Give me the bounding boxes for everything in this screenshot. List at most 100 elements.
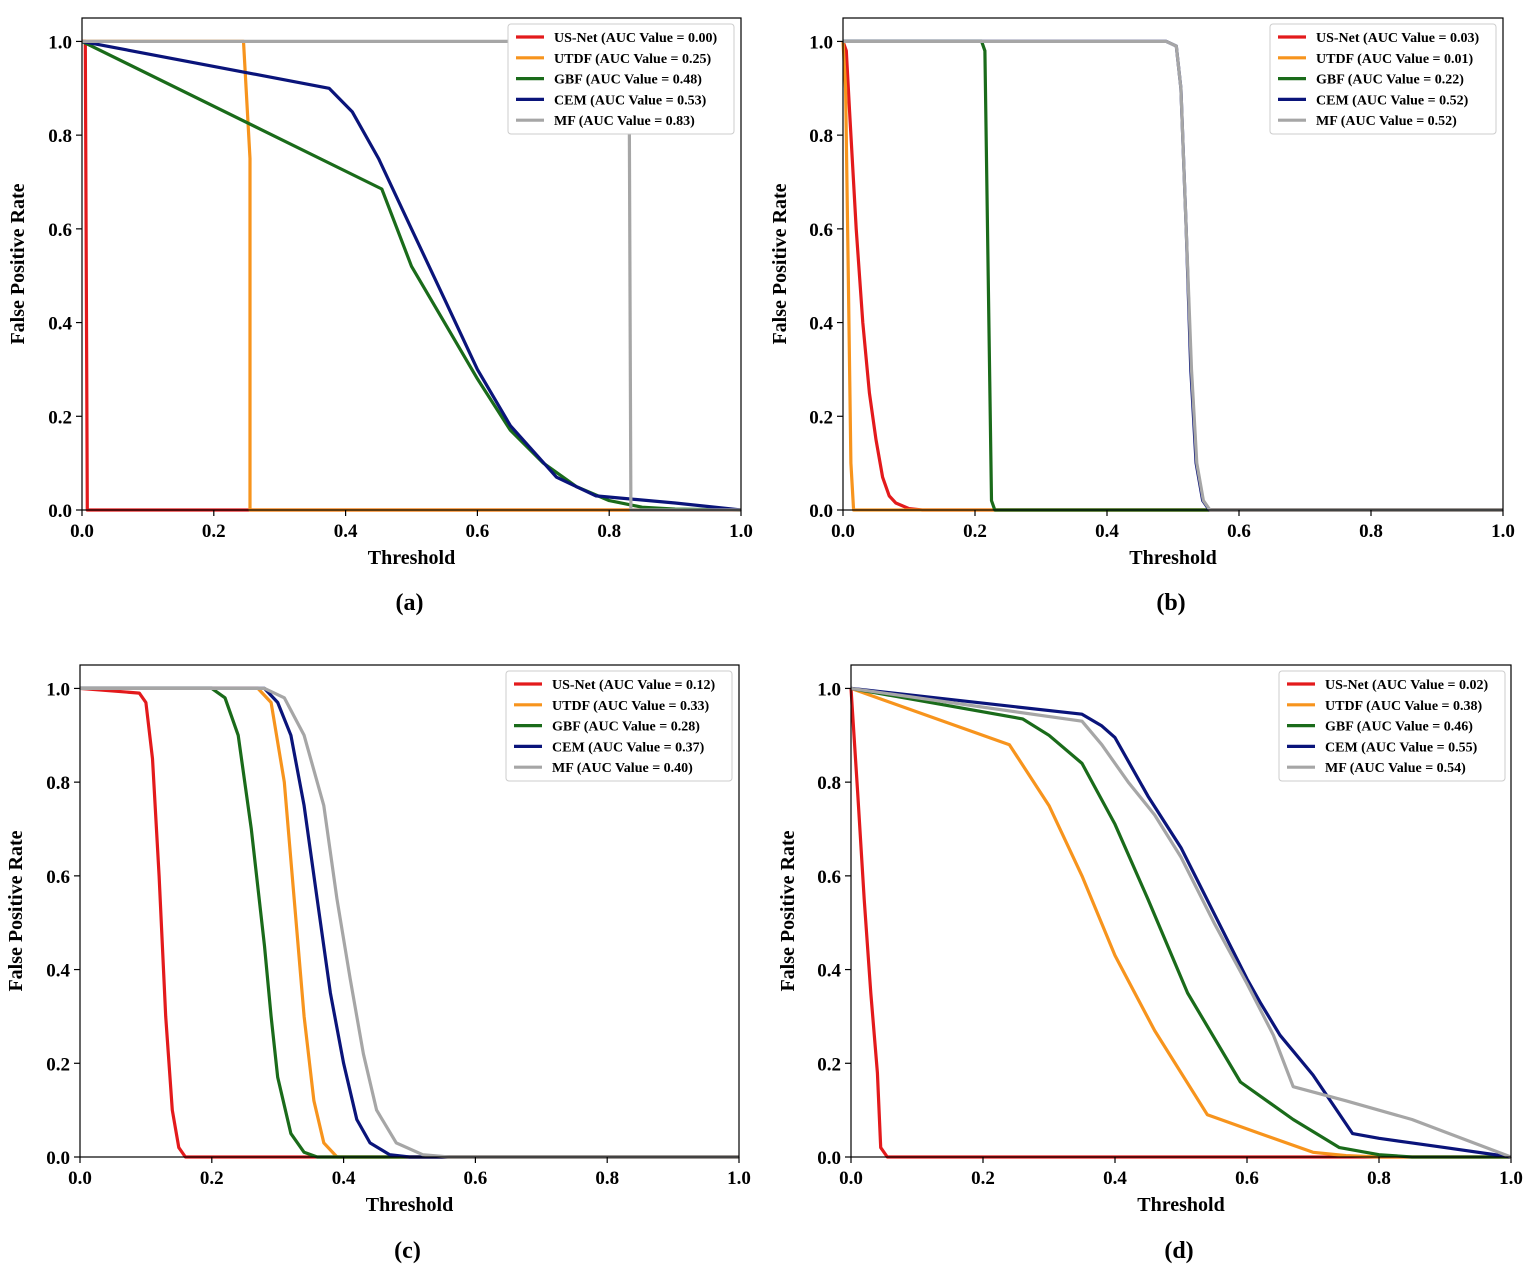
y-tick-label: 1.0 xyxy=(809,32,833,53)
x-tick-label: 0.0 xyxy=(831,521,855,542)
panel-caption: (b) xyxy=(1156,590,1185,616)
legend-entry: MF (AUC Value = 0.52) xyxy=(1316,114,1457,129)
y-tick-label: 1.0 xyxy=(817,679,841,700)
legend-entry: UTDF (AUC Value = 0.01) xyxy=(1316,52,1474,67)
x-tick-label: 0.0 xyxy=(68,1168,92,1189)
y-tick-label: 0.2 xyxy=(809,407,833,428)
x-tick-label: 0.0 xyxy=(839,1168,863,1189)
x-tick-label: 1.0 xyxy=(727,1168,751,1189)
y-tick-label: 0.8 xyxy=(809,126,833,147)
x-tick-label: 1.0 xyxy=(729,521,753,542)
legend-entry: GBF (AUC Value = 0.48) xyxy=(554,73,702,88)
series-line-0 xyxy=(849,688,1511,1159)
y-tick-label: 0.4 xyxy=(809,314,833,335)
legend-entry: UTDF (AUC Value = 0.38) xyxy=(1325,699,1483,714)
y-tick-label: 0.8 xyxy=(817,773,841,794)
series-line-1 xyxy=(850,686,1511,1159)
x-tick-label: 0.4 xyxy=(332,1168,356,1189)
axes-frame xyxy=(81,17,742,511)
chart-panel-c: 0.0 0.2 0.4 0.6 0.8 1.0 0.0 0.2 0.4 0.6 0.8 1.0 Thre… xyxy=(5,664,751,1264)
x-tick-label: 0.4 xyxy=(1103,1168,1127,1189)
legend: US-Net (AUC Value = 0.00) UTDF (AUC Value… xyxy=(507,23,735,135)
y-tick-label: 0.2 xyxy=(46,1054,70,1075)
axes-frame xyxy=(842,17,1504,511)
chart-panel-a: 0.0 0.2 0.4 0.6 0.8 1.0 0.0 0.2 0.4 0.6 0.8 1.0 Thre… xyxy=(7,17,753,616)
y-tick-label: 1.0 xyxy=(46,679,70,700)
legend-entry: MF (AUC Value = 0.54) xyxy=(1325,761,1466,776)
x-tick-label: 0.2 xyxy=(963,521,987,542)
x-tick-label: 0.2 xyxy=(200,1168,224,1189)
chart-panel-b: 0.0 0.2 0.4 0.6 0.8 1.0 0.0 0.2 0.4 0.6 0.8 1.0 Thre… xyxy=(769,17,1515,616)
x-tick-label: 0.6 xyxy=(466,521,490,542)
series-line-4 xyxy=(80,686,739,1159)
series-line-3 xyxy=(850,686,1512,1159)
y-tick-label: 0.4 xyxy=(817,961,841,982)
legend-entry: US-Net (AUC Value = 0.12) xyxy=(552,678,715,693)
y-tick-label: 0.0 xyxy=(817,1148,841,1169)
x-tick-label: 0.8 xyxy=(1367,1168,1391,1189)
y-axis-label: False Positive Rate xyxy=(777,830,799,991)
axes-frame xyxy=(850,664,1512,1158)
y-tick-label: 0.2 xyxy=(817,1054,841,1075)
panel-caption: (d) xyxy=(1164,1238,1193,1264)
series-line-4 xyxy=(850,686,1512,1159)
legend-entry: CEM (AUC Value = 0.55) xyxy=(1325,740,1478,755)
y-tick-label: 0.6 xyxy=(46,867,70,888)
chart-panel-d: 0.0 0.2 0.4 0.6 0.8 1.0 0.0 0.2 0.4 0.6 0.8 1.0 Thre… xyxy=(777,664,1523,1264)
legend: US-Net (AUC Value = 0.12) UTDF (AUC Value… xyxy=(505,670,733,782)
x-tick-label: 0.4 xyxy=(1095,521,1119,542)
y-tick-label: 0.6 xyxy=(48,220,72,241)
x-axis-label: Threshold xyxy=(1129,547,1216,569)
x-tick-label: 0.6 xyxy=(1235,1168,1259,1189)
legend-entry: US-Net (AUC Value = 0.03) xyxy=(1316,31,1479,46)
y-tick-label: 0.2 xyxy=(48,407,72,428)
legend-entry: CEM (AUC Value = 0.37) xyxy=(552,740,705,755)
legend-entry: CEM (AUC Value = 0.52) xyxy=(1316,93,1469,108)
series-line-1 xyxy=(80,686,739,1159)
x-tick-label: 0.2 xyxy=(971,1168,995,1189)
y-tick-label: 0.4 xyxy=(46,961,70,982)
x-tick-label: 0.0 xyxy=(70,521,94,542)
legend-entry: GBF (AUC Value = 0.46) xyxy=(1325,720,1473,735)
x-tick-label: 0.8 xyxy=(1359,521,1383,542)
y-tick-label: 0.6 xyxy=(809,220,833,241)
legend-entry: GBF (AUC Value = 0.28) xyxy=(552,720,700,735)
y-axis-label: False Positive Rate xyxy=(5,830,27,991)
legend: US-Net (AUC Value = 0.02) UTDF (AUC Value… xyxy=(1278,670,1506,782)
legend-entry: CEM (AUC Value = 0.53) xyxy=(554,93,707,108)
series-line-0 xyxy=(79,686,739,1159)
legend-box xyxy=(507,23,735,135)
legend-box xyxy=(1278,670,1506,782)
legend-entry: GBF (AUC Value = 0.22) xyxy=(1316,73,1464,88)
legend: US-Net (AUC Value = 0.03) UTDF (AUC Value… xyxy=(1269,23,1497,135)
series-line-4 xyxy=(843,39,1503,512)
x-tick-label: 0.2 xyxy=(202,521,226,542)
legend-entry: UTDF (AUC Value = 0.25) xyxy=(554,52,712,67)
x-tick-label: 1.0 xyxy=(1491,521,1515,542)
legend-box xyxy=(505,670,733,782)
x-axis-label: Threshold xyxy=(368,547,455,569)
y-tick-label: 1.0 xyxy=(48,32,72,53)
y-axis-label: False Positive Rate xyxy=(7,183,29,344)
legend-entry: US-Net (AUC Value = 0.02) xyxy=(1325,678,1488,693)
series-line-2 xyxy=(81,39,742,512)
y-tick-label: 0.8 xyxy=(48,126,72,147)
panel-caption: (c) xyxy=(394,1238,421,1264)
y-tick-label: 0.6 xyxy=(817,867,841,888)
x-axis-label: Threshold xyxy=(1137,1194,1224,1216)
legend-entry: UTDF (AUC Value = 0.33) xyxy=(552,699,710,714)
x-tick-label: 0.8 xyxy=(595,1168,619,1189)
x-tick-label: 0.6 xyxy=(464,1168,488,1189)
y-tick-label: 0.4 xyxy=(48,314,72,335)
legend-entry: MF (AUC Value = 0.83) xyxy=(554,114,695,129)
y-tick-label: 0.8 xyxy=(46,773,70,794)
legend-entry: US-Net (AUC Value = 0.00) xyxy=(554,31,717,46)
axes-frame xyxy=(79,664,740,1158)
series-line-2 xyxy=(80,686,739,1159)
legend-entry: MF (AUC Value = 0.40) xyxy=(552,761,693,776)
x-axis-label: Threshold xyxy=(366,1194,453,1216)
y-axis-label: False Positive Rate xyxy=(769,183,791,344)
panel-caption: (a) xyxy=(396,590,424,616)
series-line-3 xyxy=(81,39,742,512)
series-line-3 xyxy=(80,686,739,1159)
